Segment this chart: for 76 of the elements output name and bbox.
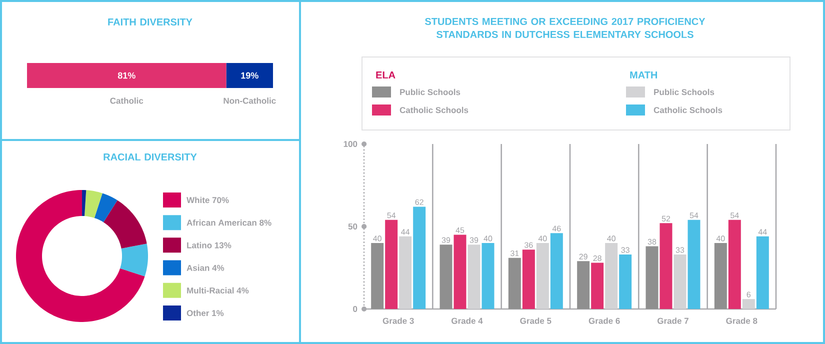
x-tick-label: Grade 4 xyxy=(452,318,483,324)
data-label: 39 xyxy=(442,237,450,243)
data-label: 40 xyxy=(538,236,547,242)
chart-title: STUDENTS MEETING OR EXCEEDING 2017 PROFICIENCY STANDARDS IN DUTCHESS ELEMENTARY SCHOOLS xyxy=(424,18,706,38)
bar xyxy=(454,234,466,309)
data-label: 40 xyxy=(607,236,616,242)
bar xyxy=(468,244,480,309)
data-label: 62 xyxy=(415,199,424,205)
bar xyxy=(674,254,686,309)
bar xyxy=(728,220,741,309)
data-label: 6 xyxy=(746,292,751,298)
data-label: 28 xyxy=(593,255,602,262)
data-label: 33 xyxy=(621,247,630,253)
series-label: Catholic xyxy=(110,98,144,104)
bar xyxy=(550,233,563,309)
data-label: 40 xyxy=(484,236,492,242)
data-label: 40 xyxy=(373,236,382,242)
data-label: 33 xyxy=(676,247,684,253)
x-tick-label: Grade 8 xyxy=(726,318,758,324)
bar xyxy=(482,242,494,309)
y-tick-label: 100 xyxy=(344,140,358,147)
data-label: 29 xyxy=(579,254,588,260)
bar xyxy=(742,299,755,309)
bar xyxy=(646,246,658,309)
series-label: Non-Catholic xyxy=(224,98,276,104)
x-tick-label: Grade 5 xyxy=(520,318,552,324)
legend-label: Other 1% xyxy=(186,310,224,316)
data-label: 44 xyxy=(758,229,767,235)
legend-label: Multi-Racial 4% xyxy=(187,287,249,294)
data-label: 54 xyxy=(730,212,739,218)
legend-label: Public Schools xyxy=(654,88,714,96)
x-tick-label: Grade 3 xyxy=(382,318,414,324)
bar xyxy=(385,220,398,309)
bar xyxy=(756,236,769,309)
data-label: 81% xyxy=(118,72,136,79)
legend-label: Public Schools xyxy=(400,88,460,96)
legend-label: Latino 13% xyxy=(187,242,232,248)
bar xyxy=(660,223,672,309)
data-label: 52 xyxy=(662,216,670,222)
data-label: 46 xyxy=(552,226,561,232)
legend-label: Catholic Schools xyxy=(654,106,722,114)
bar xyxy=(371,242,384,309)
chart-title: RACIAL DIVERSITY xyxy=(104,153,197,161)
bar xyxy=(577,261,590,309)
data-label: 44 xyxy=(401,229,410,235)
data-label: 39 xyxy=(470,237,478,243)
legend-label: White 70% xyxy=(186,196,229,204)
data-label: 19% xyxy=(241,72,258,79)
x-tick-label: Grade 6 xyxy=(588,318,620,324)
bar xyxy=(714,242,727,309)
data-label: 40 xyxy=(716,236,725,242)
data-label: 36 xyxy=(524,242,533,248)
bar xyxy=(688,220,700,309)
legend-label: Asian 4% xyxy=(186,264,224,271)
data-label: 38 xyxy=(648,238,656,245)
bar xyxy=(399,236,412,309)
data-label: 45 xyxy=(456,227,464,234)
bar xyxy=(413,206,426,309)
bar xyxy=(536,242,549,309)
bar xyxy=(591,262,604,309)
y-tick-label: 0 xyxy=(353,306,358,312)
data-label: 54 xyxy=(690,212,698,218)
bar xyxy=(508,258,521,309)
legend-label: Catholic Schools xyxy=(400,106,468,114)
text: ELA xyxy=(376,72,396,78)
bar xyxy=(605,242,618,309)
data-label: 31 xyxy=(510,250,519,256)
data-label: 54 xyxy=(387,212,396,218)
bar xyxy=(619,254,632,309)
y-tick-label: 50 xyxy=(348,223,358,230)
text: MATH xyxy=(630,72,658,78)
x-tick-label: Grade 7 xyxy=(658,318,688,324)
legend-label: African American 8% xyxy=(186,219,272,226)
chart-title: FAITH DIVERSITY xyxy=(108,18,192,26)
bar xyxy=(440,244,452,309)
bar xyxy=(522,250,535,309)
